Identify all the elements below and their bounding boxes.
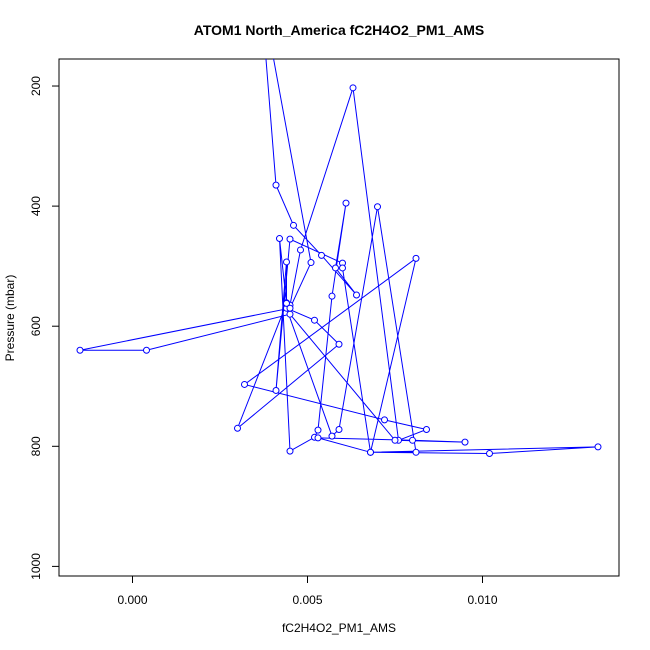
data-point xyxy=(307,259,315,267)
data-point xyxy=(311,316,318,324)
data-point xyxy=(143,346,150,354)
data-point xyxy=(412,448,420,456)
data-point xyxy=(409,436,416,444)
x-axis: 0.000 0.005 0.010 xyxy=(117,576,498,607)
data-point xyxy=(374,203,381,211)
data-point xyxy=(335,425,343,433)
y-tick-label: 600 xyxy=(29,316,43,336)
data-point xyxy=(314,426,322,434)
data-point xyxy=(297,246,304,254)
data-point xyxy=(332,264,339,272)
data-point xyxy=(349,84,357,92)
data-point xyxy=(272,386,280,394)
y-tick-label: 1000 xyxy=(29,553,43,580)
y-axis: 200 400 600 800 1000 xyxy=(29,76,59,580)
data-point xyxy=(286,447,294,455)
plot-area xyxy=(76,59,602,458)
chart-title: ATOM1 North_America fC2H4O2_PM1_AMS xyxy=(194,22,484,38)
data-point xyxy=(283,299,290,307)
data-point xyxy=(381,416,388,424)
y-tick-label: 400 xyxy=(29,196,43,216)
data-point xyxy=(328,292,336,300)
data-point xyxy=(339,264,346,272)
data-point xyxy=(272,181,280,189)
data-point xyxy=(461,438,469,446)
data-point xyxy=(234,424,241,432)
data-point xyxy=(276,235,283,243)
data-point xyxy=(283,258,290,266)
data-point xyxy=(594,443,602,451)
x-tick-label: 0.010 xyxy=(467,593,497,607)
data-point xyxy=(328,432,336,440)
data-point xyxy=(353,291,360,299)
x-tick-label: 0.000 xyxy=(117,593,147,607)
data-point xyxy=(423,425,430,433)
data-point xyxy=(335,340,343,348)
data-point xyxy=(318,251,325,259)
data-point xyxy=(486,450,493,458)
x-tick-label: 0.005 xyxy=(292,593,322,607)
plot-frame xyxy=(58,58,620,577)
data-point xyxy=(391,436,399,444)
y-tick-label: 800 xyxy=(29,436,43,456)
x-axis-label: fC2H4O2_PM1_AMS xyxy=(282,621,396,635)
data-point xyxy=(286,235,294,243)
data-point xyxy=(412,254,420,262)
series-line xyxy=(79,59,599,455)
data-point xyxy=(286,310,294,318)
data-point xyxy=(76,346,84,354)
data-point xyxy=(342,199,350,207)
data-point xyxy=(286,304,294,312)
data-point xyxy=(290,221,297,229)
data-point xyxy=(241,380,248,388)
data-point xyxy=(367,448,374,456)
data-point xyxy=(314,434,322,442)
y-tick-label: 200 xyxy=(29,76,43,96)
y-axis-label: Pressure (mbar) xyxy=(3,275,17,362)
